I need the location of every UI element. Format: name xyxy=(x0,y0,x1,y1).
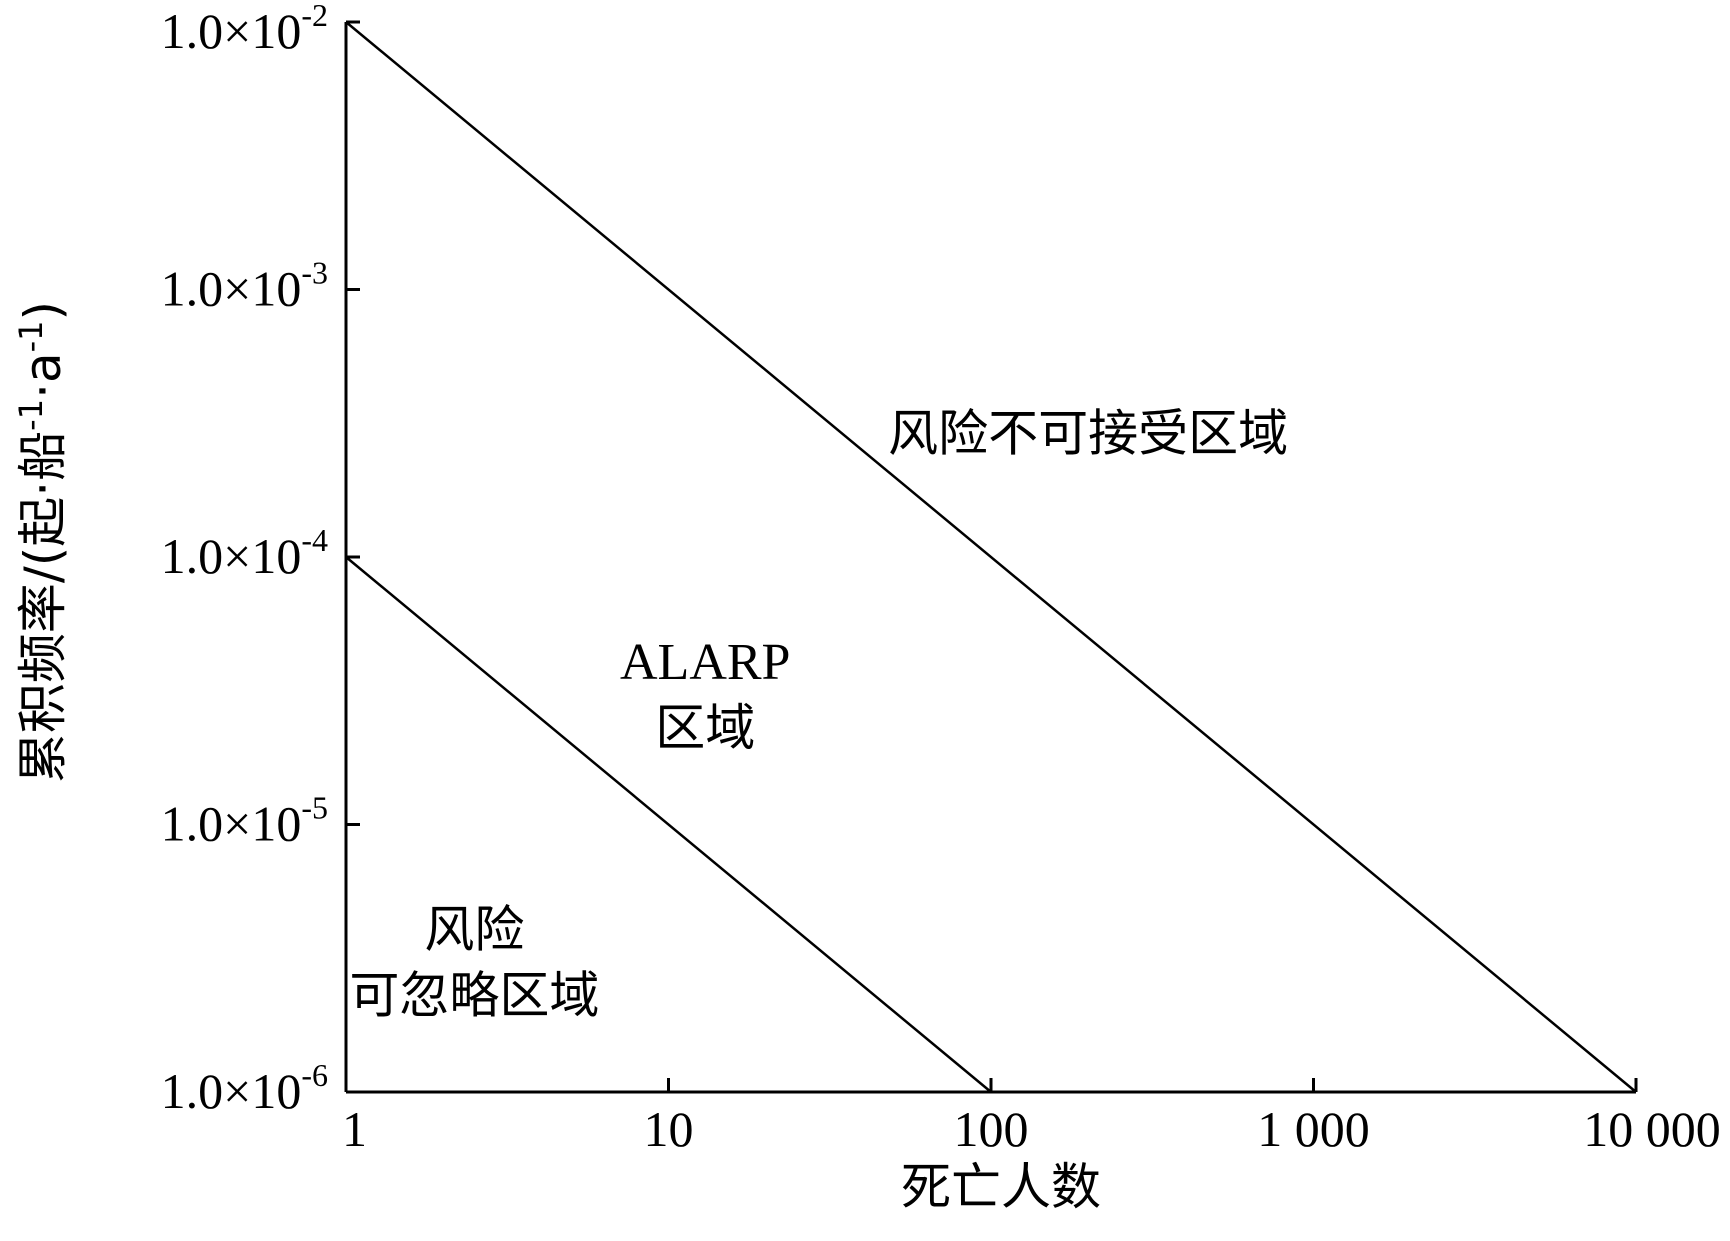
region-label-alarp-line-0: ALARP xyxy=(620,634,790,691)
x-tick-label-0: 1 xyxy=(342,1101,367,1157)
region-label-unacceptable: 风险不可接受区域 xyxy=(888,405,1288,463)
region-label-unacceptable-line-0: 风险不可接受区域 xyxy=(888,405,1288,463)
y-axis-title-mid: ·a xyxy=(14,352,72,399)
y-axis-title-sup2: -1 xyxy=(12,320,50,352)
series-line-1 xyxy=(345,556,992,1093)
x-ticks: 1 10 100 1 000 10 000 xyxy=(342,1078,1721,1157)
series xyxy=(345,21,1637,1093)
y-axis-title-sup1: -1 xyxy=(12,399,50,431)
region-label-alarp-line-1: 区域 xyxy=(655,699,755,757)
y-tick-label-4: 1.0×10-6 xyxy=(161,1057,328,1119)
y-axis-title: 累积频率/(起·船-1·a-1) xyxy=(12,301,72,783)
y-ticks: 1.0×10-2 1.0×10-3 1.0×10-4 1.0×10-5 1.0×10-6 xyxy=(161,0,360,1119)
x-tick-label-1: 10 xyxy=(644,1101,694,1157)
y-tick-label-0: 1.0×10-2 xyxy=(161,0,328,59)
region-label-negligible-line-0: 风险 xyxy=(424,900,524,958)
y-tick-label-3: 1.0×10-5 xyxy=(161,790,328,852)
region-label-negligible-line-1: 可忽略区域 xyxy=(349,966,599,1024)
y-axis-title-end: ) xyxy=(14,301,72,321)
series-line-0 xyxy=(345,21,1637,1093)
x-tick-label-2: 100 xyxy=(954,1101,1029,1157)
y-axis-title-main: 累积频率/(起·船 xyxy=(14,431,72,783)
y-tick-label-1: 1.0×10-3 xyxy=(161,255,328,317)
y-tick-label-2: 1.0×10-4 xyxy=(161,522,328,584)
region-label-alarp: ALARP 区域 xyxy=(620,634,790,757)
x-axis-title: 死亡人数 xyxy=(901,1158,1101,1216)
x-tick-label-3: 1 000 xyxy=(1257,1101,1370,1157)
x-tick-label-4: 10 000 xyxy=(1583,1101,1721,1157)
